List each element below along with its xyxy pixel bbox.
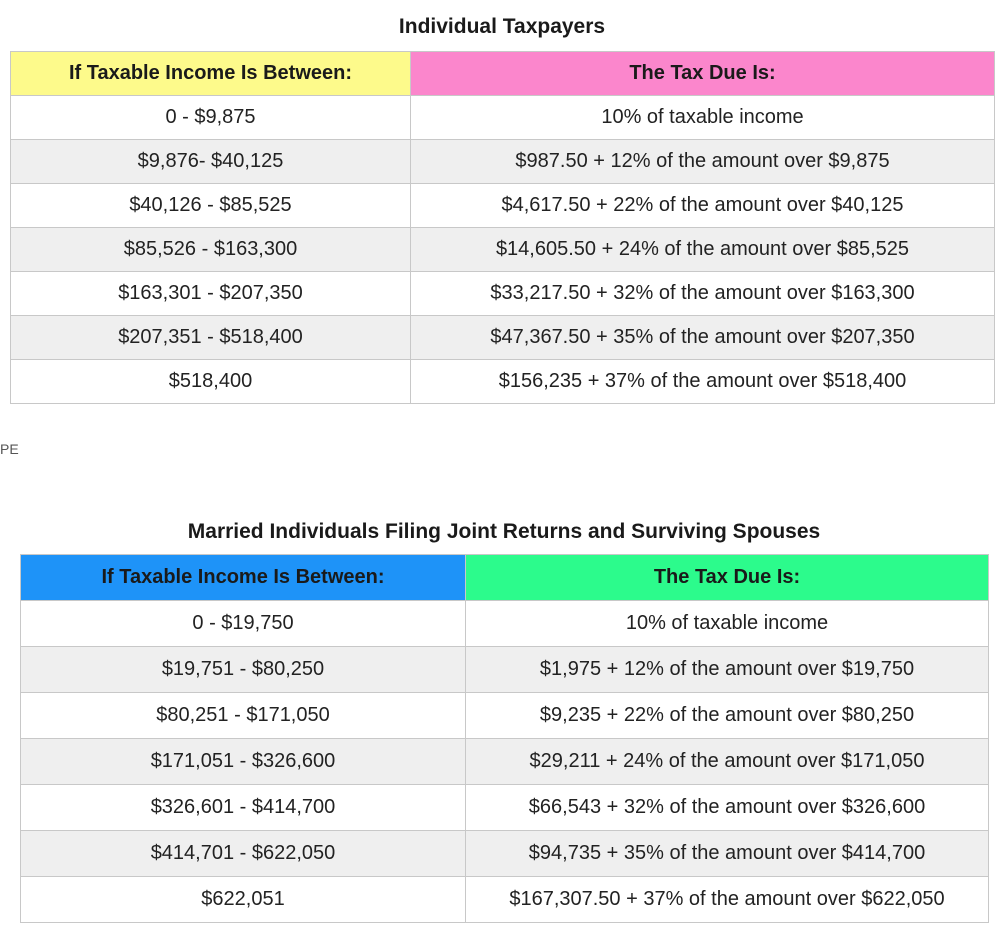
income-range-cell: $80,251 - $171,050 [20,692,466,739]
tax-due-header: The Tax Due Is: [410,51,995,96]
individual-tax-table: If Taxable Income Is Between: The Tax Du… [10,51,995,404]
tax-due-cell: $33,217.50 + 32% of the amount over $163… [410,271,995,316]
tax-due-cell: $167,307.50 + 37% of the amount over $62… [465,876,989,923]
tax-due-header: The Tax Due Is: [465,554,989,601]
table-row: $85,526 - $163,300 $14,605.50 + 24% of t… [10,227,995,272]
tax-due-cell: $4,617.50 + 22% of the amount over $40,1… [410,183,995,228]
table-row: 0 - $19,750 10% of taxable income [20,600,989,647]
tax-due-cell: $987.50 + 12% of the amount over $9,875 [410,139,995,184]
married-joint-title: Married Individuals Filing Joint Returns… [187,520,821,543]
table-row: $19,751 - $80,250 $1,975 + 12% of the am… [20,646,989,693]
income-range-cell: $40,126 - $85,525 [10,183,411,228]
income-range-cell: 0 - $19,750 [20,600,466,647]
income-range-cell: $85,526 - $163,300 [10,227,411,272]
table-header-row: If Taxable Income Is Between: The Tax Du… [10,51,995,96]
tax-due-cell: $66,543 + 32% of the amount over $326,60… [465,784,989,831]
income-range-header: If Taxable Income Is Between: [10,51,411,96]
tax-due-cell: $94,735 + 35% of the amount over $414,70… [465,830,989,877]
income-range-cell: 0 - $9,875 [10,95,411,140]
table-row: $414,701 - $622,050 $94,735 + 35% of the… [20,830,989,877]
table-row: $518,400 $156,235 + 37% of the amount ov… [10,359,995,404]
income-range-cell: $19,751 - $80,250 [20,646,466,693]
individual-taxpayers-title: Individual Taxpayers [398,15,606,38]
table-row: $80,251 - $171,050 $9,235 + 22% of the a… [20,692,989,739]
income-range-cell: $518,400 [10,359,411,404]
tax-due-cell: $47,367.50 + 35% of the amount over $207… [410,315,995,360]
table-row: $9,876- $40,125 $987.50 + 12% of the amo… [10,139,995,184]
table-header-row: If Taxable Income Is Between: The Tax Du… [20,554,989,601]
table-row: $326,601 - $414,700 $66,543 + 32% of the… [20,784,989,831]
income-range-cell: $163,301 - $207,350 [10,271,411,316]
income-range-cell: $326,601 - $414,700 [20,784,466,831]
married-joint-tax-table: If Taxable Income Is Between: The Tax Du… [20,554,989,923]
table-row: $207,351 - $518,400 $47,367.50 + 35% of … [10,315,995,360]
tax-due-cell: $29,211 + 24% of the amount over $171,05… [465,738,989,785]
income-range-cell: $622,051 [20,876,466,923]
tax-due-cell: 10% of taxable income [465,600,989,647]
table-row: $163,301 - $207,350 $33,217.50 + 32% of … [10,271,995,316]
income-range-cell: $207,351 - $518,400 [10,315,411,360]
income-range-cell: $414,701 - $622,050 [20,830,466,877]
tax-due-cell: $9,235 + 22% of the amount over $80,250 [465,692,989,739]
tax-due-cell: $14,605.50 + 24% of the amount over $85,… [410,227,995,272]
income-range-cell: $9,876- $40,125 [10,139,411,184]
table-row: 0 - $9,875 10% of taxable income [10,95,995,140]
tax-due-cell: 10% of taxable income [410,95,995,140]
stray-text: PE [0,441,19,457]
tax-due-cell: $156,235 + 37% of the amount over $518,4… [410,359,995,404]
table-row: $40,126 - $85,525 $4,617.50 + 22% of the… [10,183,995,228]
income-range-header: If Taxable Income Is Between: [20,554,466,601]
table-row: $622,051 $167,307.50 + 37% of the amount… [20,876,989,923]
table-row: $171,051 - $326,600 $29,211 + 24% of the… [20,738,989,785]
tax-due-cell: $1,975 + 12% of the amount over $19,750 [465,646,989,693]
income-range-cell: $171,051 - $326,600 [20,738,466,785]
